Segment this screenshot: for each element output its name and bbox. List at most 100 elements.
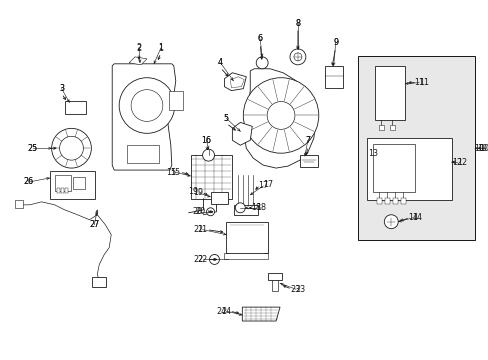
Text: 10: 10 xyxy=(476,144,486,153)
Circle shape xyxy=(52,129,91,168)
Text: 19: 19 xyxy=(188,188,198,197)
Circle shape xyxy=(256,57,267,69)
Polygon shape xyxy=(244,69,315,168)
Text: 11: 11 xyxy=(413,78,423,87)
Bar xyxy=(50,171,95,199)
Bar xyxy=(267,273,282,280)
Text: 20: 20 xyxy=(192,207,202,216)
Text: 22: 22 xyxy=(193,255,203,264)
Circle shape xyxy=(209,255,219,264)
Text: 1: 1 xyxy=(158,44,163,53)
Text: 21: 21 xyxy=(193,225,203,234)
Text: 9: 9 xyxy=(332,39,338,48)
Text: 27: 27 xyxy=(89,220,99,229)
Text: 25: 25 xyxy=(28,144,38,153)
Text: 25: 25 xyxy=(28,144,38,153)
Text: 16: 16 xyxy=(201,136,211,145)
Polygon shape xyxy=(230,77,244,87)
Bar xyxy=(375,66,405,120)
Polygon shape xyxy=(232,122,252,145)
Text: 23: 23 xyxy=(294,285,305,294)
Circle shape xyxy=(266,102,294,129)
Text: 10: 10 xyxy=(474,144,484,153)
Bar xyxy=(210,192,228,204)
Text: 20: 20 xyxy=(195,207,205,216)
Text: 1: 1 xyxy=(158,44,163,53)
Bar xyxy=(373,144,414,192)
Text: 4: 4 xyxy=(218,58,223,67)
Text: 7: 7 xyxy=(305,136,310,145)
Polygon shape xyxy=(242,307,280,321)
Bar xyxy=(57,188,60,193)
Text: 18: 18 xyxy=(256,203,265,212)
Bar xyxy=(61,188,63,193)
Text: 26: 26 xyxy=(24,177,34,186)
Bar xyxy=(15,200,23,208)
Circle shape xyxy=(131,90,163,121)
Text: 21: 21 xyxy=(197,225,207,234)
Bar xyxy=(357,56,474,240)
Text: 10: 10 xyxy=(478,144,488,153)
Text: 12: 12 xyxy=(456,158,466,167)
Text: 26: 26 xyxy=(24,177,34,186)
Bar xyxy=(377,198,382,204)
Text: 2: 2 xyxy=(136,44,142,53)
Text: 3: 3 xyxy=(59,84,64,93)
Circle shape xyxy=(60,136,83,160)
Text: 4: 4 xyxy=(218,58,223,67)
Bar xyxy=(271,277,278,291)
Bar xyxy=(392,198,397,204)
Bar xyxy=(64,188,67,193)
Text: 9: 9 xyxy=(332,39,338,48)
Text: 15: 15 xyxy=(166,167,176,176)
Text: 6: 6 xyxy=(257,35,262,44)
Text: 8: 8 xyxy=(295,19,300,28)
Text: 8: 8 xyxy=(295,19,300,28)
Circle shape xyxy=(289,49,305,65)
Circle shape xyxy=(293,53,301,61)
Circle shape xyxy=(384,215,397,229)
Text: 15: 15 xyxy=(169,167,180,176)
Text: 6: 6 xyxy=(257,35,262,44)
Bar xyxy=(379,125,384,130)
Text: 18: 18 xyxy=(251,203,261,212)
Bar xyxy=(190,155,232,199)
Text: 13: 13 xyxy=(374,152,383,158)
Bar xyxy=(389,125,394,130)
Bar xyxy=(92,277,106,287)
Text: 11: 11 xyxy=(418,78,428,87)
Text: 24: 24 xyxy=(216,307,226,316)
Circle shape xyxy=(206,208,214,216)
Text: 13: 13 xyxy=(367,149,378,158)
Circle shape xyxy=(235,203,245,213)
Text: 5: 5 xyxy=(224,114,228,123)
Text: 16: 16 xyxy=(201,136,211,145)
Text: 17: 17 xyxy=(263,180,273,189)
Text: 23: 23 xyxy=(290,285,301,294)
Polygon shape xyxy=(129,57,147,65)
Text: 22: 22 xyxy=(197,255,207,264)
Circle shape xyxy=(243,78,318,153)
Polygon shape xyxy=(112,64,175,170)
Bar xyxy=(226,222,267,253)
Bar xyxy=(168,91,183,111)
Bar xyxy=(64,100,86,114)
Bar xyxy=(127,145,159,163)
Bar xyxy=(366,138,451,200)
Bar xyxy=(55,175,70,191)
Text: 14: 14 xyxy=(407,213,417,222)
Bar xyxy=(324,66,342,87)
Bar xyxy=(299,155,317,167)
Bar xyxy=(400,198,406,204)
Circle shape xyxy=(202,149,214,161)
Bar xyxy=(234,205,258,215)
Text: 17: 17 xyxy=(258,181,268,190)
Text: 3: 3 xyxy=(59,84,64,93)
Text: 19: 19 xyxy=(193,188,203,197)
Text: 7: 7 xyxy=(305,136,310,145)
Bar xyxy=(73,177,85,189)
Text: 27: 27 xyxy=(89,220,99,229)
Text: 24: 24 xyxy=(221,307,231,316)
Text: 2: 2 xyxy=(136,44,142,53)
Text: 12: 12 xyxy=(451,158,461,167)
